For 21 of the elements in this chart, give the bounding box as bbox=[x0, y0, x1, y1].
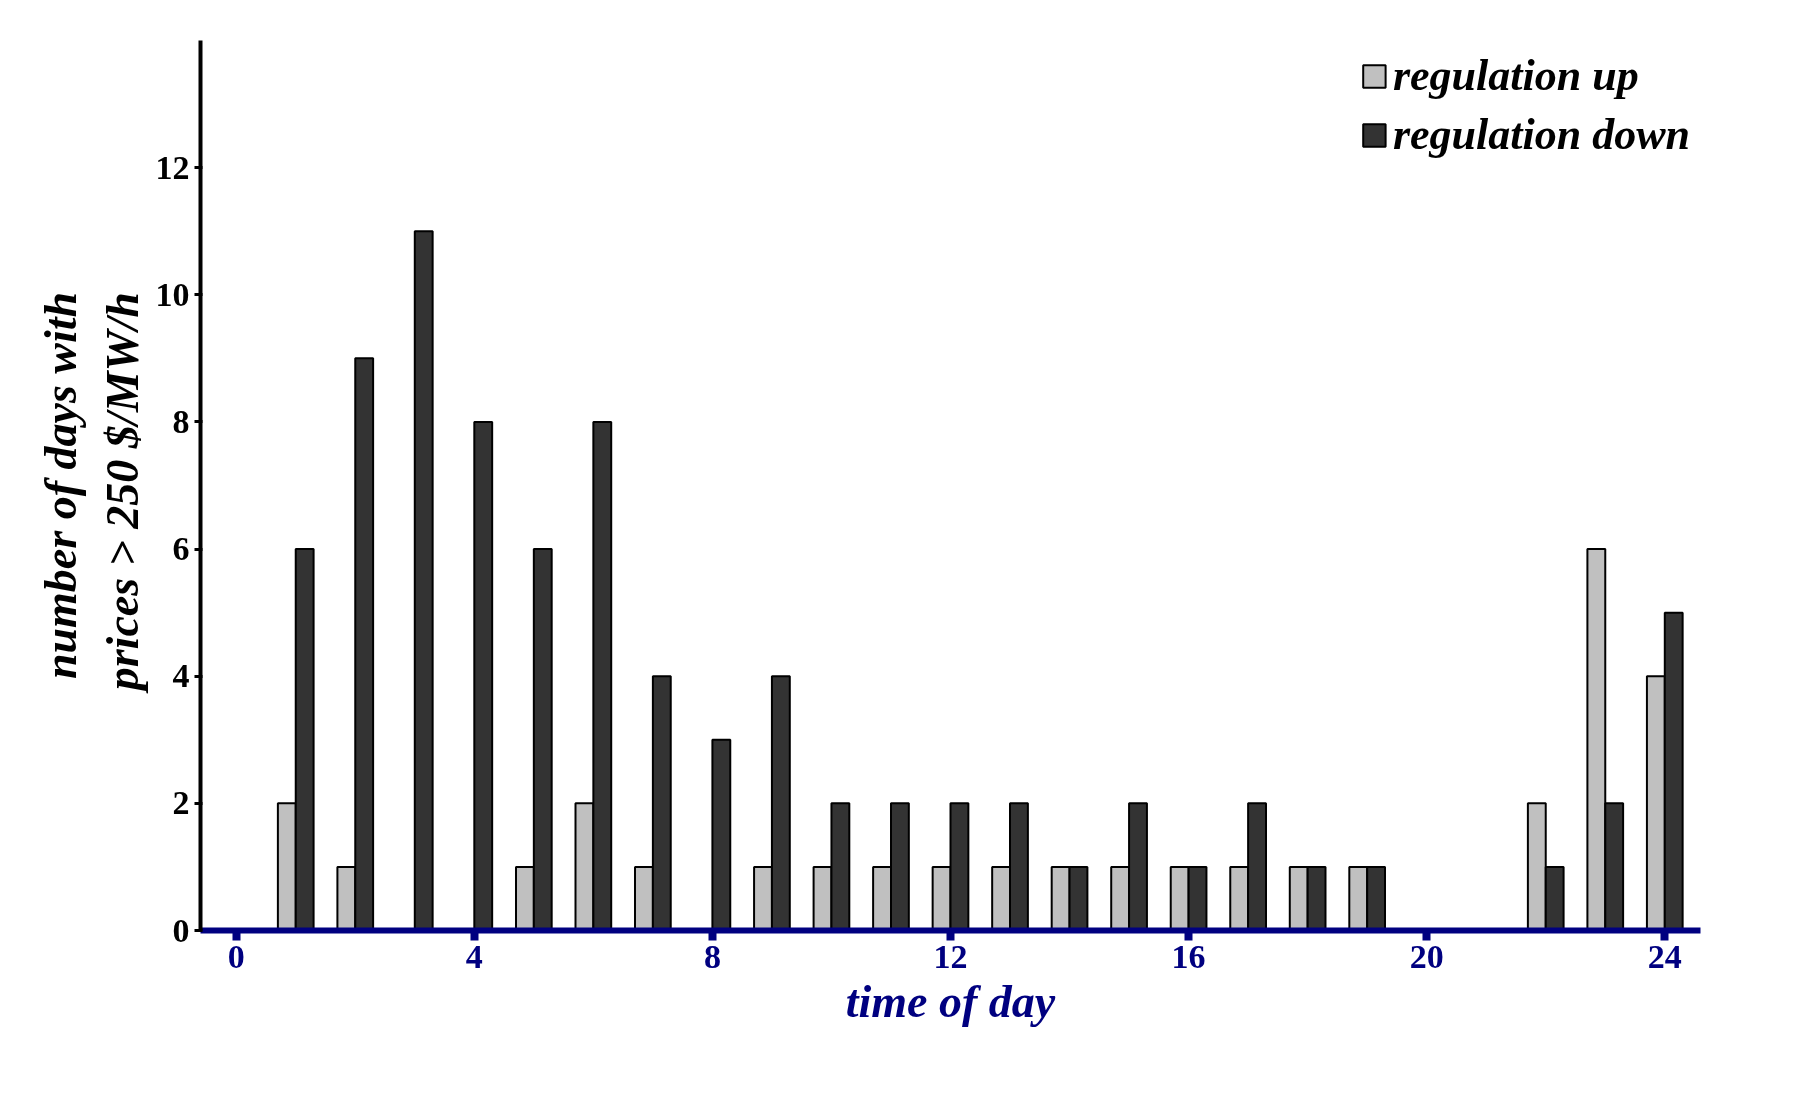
x-tick-label: 16 bbox=[1171, 937, 1206, 975]
y-axis-title: number of days with prices > 250 $/MW/h bbox=[35, 291, 148, 695]
bar bbox=[711, 738, 732, 931]
bar bbox=[473, 420, 494, 931]
y-tick-label: 4 bbox=[172, 657, 190, 695]
legend-label: regulation up bbox=[1392, 50, 1639, 101]
x-axis-title: time of day bbox=[845, 975, 1056, 1027]
x-tick-label: 8 bbox=[703, 937, 721, 975]
legend-label: regulation down bbox=[1392, 109, 1690, 160]
x-tick-label: 12 bbox=[933, 937, 968, 975]
x-tick-label: 24 bbox=[1647, 937, 1682, 975]
y-tick-label: 6 bbox=[172, 530, 190, 568]
bar bbox=[413, 230, 434, 931]
y-tick-label: 8 bbox=[172, 402, 190, 440]
x-tick-label: 20 bbox=[1409, 937, 1444, 975]
y-tick-label: 12 bbox=[155, 148, 190, 186]
y-tick-label: 2 bbox=[172, 784, 190, 822]
y-tick-label: 10 bbox=[155, 275, 190, 313]
y-tick-label: 0 bbox=[172, 911, 190, 949]
x-tick-label: 0 bbox=[227, 937, 245, 975]
x-tick-label: 4 bbox=[465, 937, 483, 975]
